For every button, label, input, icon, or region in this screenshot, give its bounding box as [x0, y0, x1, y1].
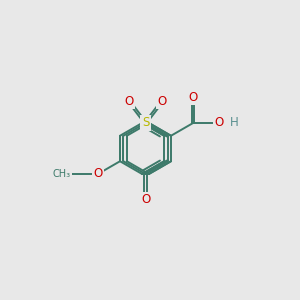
Text: O: O [214, 116, 223, 130]
Text: CH₃: CH₃ [53, 169, 71, 179]
Text: O: O [124, 95, 134, 108]
Text: S: S [142, 116, 149, 130]
Text: O: O [158, 95, 166, 108]
Text: O: O [188, 91, 198, 104]
Text: H: H [230, 116, 239, 130]
Text: O: O [141, 193, 150, 206]
Text: O: O [93, 167, 103, 181]
